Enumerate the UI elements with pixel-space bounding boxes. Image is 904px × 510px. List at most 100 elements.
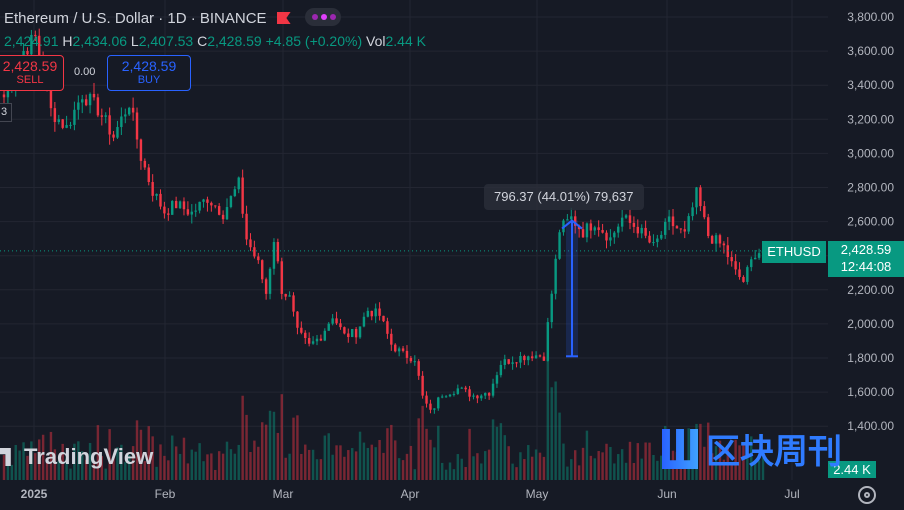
candle-body [190,211,194,215]
volume-bar [401,460,405,480]
candle-body [221,214,225,220]
y-tick-label: 2,000.00 [847,317,894,331]
candle-body [26,50,29,55]
candle-body [628,215,632,223]
symbol-title[interactable]: Ethereum / U.S. Dollar · 1D · BINANCE [4,10,267,27]
candle-body [245,213,248,240]
volume-bar [307,449,311,480]
candle-body [296,311,299,328]
candle-body [652,242,655,244]
volume-bar [30,441,33,480]
candle-body [84,99,88,106]
volume-bar [22,442,25,480]
candle-body [464,387,467,390]
candle-body [2,94,6,98]
buy-button[interactable]: 2,428.59 BUY [107,55,191,91]
volume-bar [362,442,366,480]
candle-body [507,359,510,364]
tradingview-logo[interactable]: TradingView [0,444,153,470]
volume-bar [452,469,456,480]
bar-countdown: 12:44:08 [840,259,892,274]
candle-body [663,221,667,235]
candle-body [605,232,608,241]
vol-value: 2.44 K [385,33,426,49]
candle-body [350,329,354,338]
candle-body [77,102,80,110]
volume-bar [374,447,377,480]
volume-bar [104,468,107,480]
volume-bar [49,431,53,480]
volume-bar [460,458,463,480]
candle-body [746,267,749,282]
candle-body [527,356,530,361]
volume-bar [499,423,503,480]
candle-body [448,394,452,397]
flag-icon[interactable] [276,12,291,24]
candle-body [722,243,726,246]
candle-body [593,227,596,231]
volume-bar [347,450,350,480]
volume-bar [530,456,534,480]
volume-bar [41,434,45,480]
candle-body [444,396,448,398]
candle-body [511,362,514,364]
spread-value: 0.00 [74,66,96,78]
tradingview-icon [0,448,11,466]
candle-body [601,229,604,233]
indicator-count-badge[interactable]: 3 [0,103,12,122]
volume-bar [730,463,733,480]
candle-body [253,247,256,257]
indicator-dots-icon[interactable] [304,8,341,26]
low-value: 2,407.53 [138,33,194,49]
candle-body [307,338,311,344]
candle-body [178,201,182,209]
volume-bar [116,447,119,480]
volume-bar [761,457,765,480]
volume-bar [37,439,41,480]
volume-bar [171,435,174,480]
candle-body [730,257,733,262]
volume-bar [96,425,100,480]
volume-bar [92,460,96,480]
candle-body [233,189,237,197]
y-tick-label: 2,600.00 [847,215,894,229]
candle-body [49,87,53,109]
candle-body [57,119,60,123]
volume-bar [370,444,373,480]
volume-bar [507,446,510,480]
sell-button[interactable]: 2,428.59 SELL [0,55,64,91]
gear-icon[interactable] [858,486,876,504]
volume-bar [679,466,683,480]
volume-bar [503,435,506,480]
volume-bar [6,453,10,480]
volume-bar [484,451,487,480]
x-tick-label: Jun [657,487,676,501]
candle-body [268,268,272,294]
candle-body [163,206,166,214]
volume-bar [182,437,186,480]
volume-bar [491,419,495,480]
volume-bar [225,441,229,480]
candle-body [750,259,753,268]
candle-body [155,193,158,196]
volume-bar [69,468,72,480]
candle-body [81,99,84,103]
y-tick-label: 1,600.00 [847,385,894,399]
y-tick-label: 1,800.00 [847,351,894,365]
candle-body [88,93,92,106]
chart-header: Ethereum / U.S. Dollar · 1D · BINANCE [4,8,341,27]
volume-bar [350,448,354,480]
volume-bar [18,450,21,480]
volume-bar [437,425,440,480]
candle-body [620,217,624,227]
candle-body [112,134,115,138]
candle-body [491,383,495,396]
volume-bar [151,436,154,480]
volume-bar [245,414,248,480]
price-candles [2,28,765,414]
last-volume-label: 2.44 K [828,461,876,478]
candle-body [503,359,506,365]
volume-bar [135,420,139,480]
candle-body [147,167,150,183]
